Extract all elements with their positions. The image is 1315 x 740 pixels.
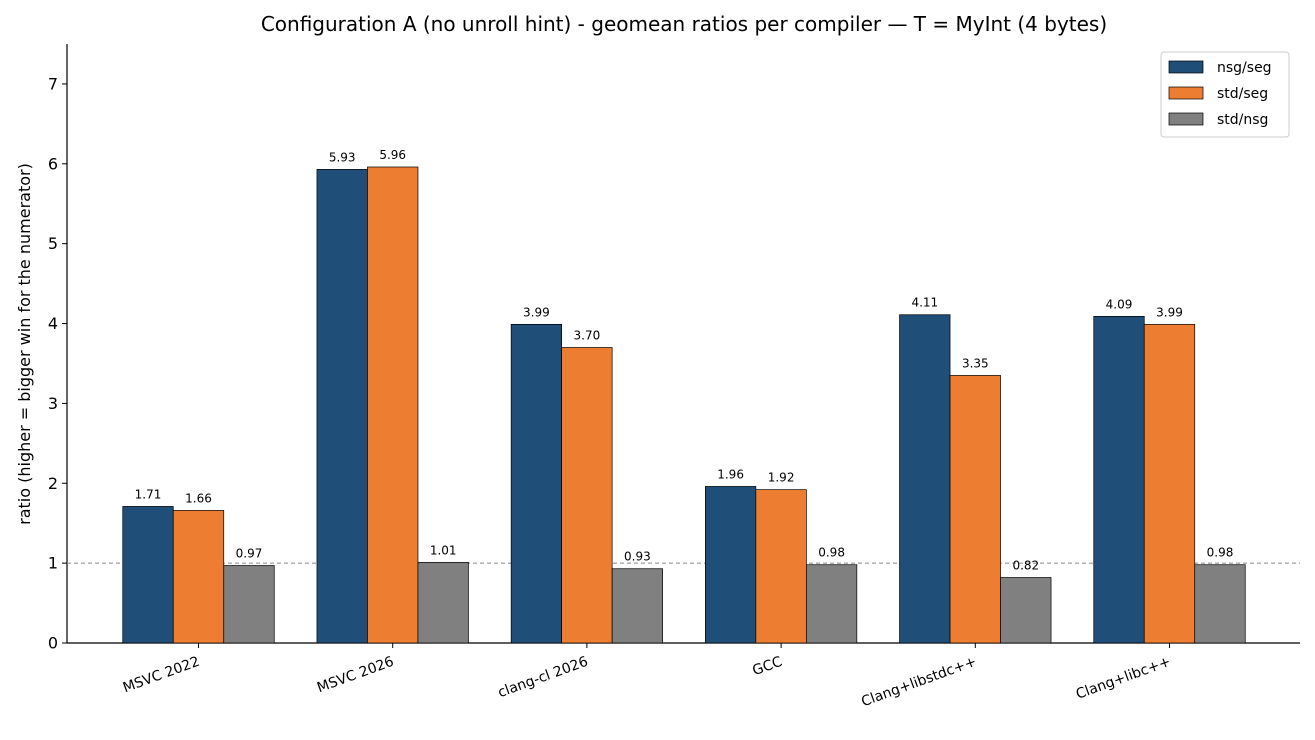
bar-value-label: 3.70 [574,328,601,342]
y-tick-label: 2 [48,474,58,493]
y-tick-label: 1 [48,554,58,573]
bar [510,323,562,644]
bar-value-label: 4.11 [911,296,938,310]
y-tick-label: 0 [48,634,58,653]
bar-value-label: 0.98 [1207,546,1234,560]
bar-value-label: 1.92 [768,471,795,485]
bar-value-label: 1.96 [717,467,744,481]
bar-value-label: 3.99 [523,305,550,319]
bar [1000,577,1052,644]
legend-swatch [1168,112,1204,126]
bar [611,568,664,644]
bar [316,169,368,644]
x-tick-label: Clang+libc++ [1074,654,1173,703]
bar [755,489,807,644]
chart-title: Configuration A (no unroll hint) - geome… [261,12,1107,36]
bar [805,564,858,644]
plot-area: 0 1 2 3 4 5 6 7 1.71 1.66 0.97 MSVC 2022 5.93 5.96 1.0… [48,44,1300,710]
y-tick-label: 3 [48,394,58,413]
bar-value-label: 0.93 [624,550,651,564]
y-tick-label: 7 [48,74,58,93]
bar-value-label: 0.82 [1012,559,1039,573]
bar [1093,315,1145,644]
legend: nsg/seg std/seg std/nsg [1160,51,1290,138]
y-axis-label: ratio (higher = bigger win for the numer… [15,163,34,525]
bar [367,166,419,644]
bar [949,375,1001,644]
bar [561,347,613,644]
bar-value-label: 5.93 [329,150,356,164]
y-tick-label: 6 [48,154,58,173]
x-tick-label: clang-cl 2026 [496,654,590,701]
bar-value-label: 3.99 [1156,305,1183,319]
bar [899,314,951,644]
x-tick-label: MSVC 2022 [121,654,202,697]
bar-value-label: 1.01 [430,543,457,557]
bar [1143,323,1196,644]
bar-value-label: 0.97 [236,547,263,561]
bar [223,565,275,644]
bar-value-label: 3.35 [962,356,989,370]
legend-swatch [1168,60,1204,74]
legend-label: std/seg [1217,86,1268,102]
bar [1194,564,1246,644]
bar-value-label: 4.09 [1106,297,1133,311]
bar-value-label: 1.66 [185,491,212,505]
bar-value-label: 5.96 [379,148,406,162]
bar-value-label: 1.71 [135,487,162,501]
x-tick-label: MSVC 2026 [315,654,396,697]
x-tick-label: GCC [750,654,784,680]
bar-value-label: 0.98 [818,546,845,560]
bar [417,561,469,644]
bar [122,506,174,644]
x-tick-label: Clang+libstdc++ [859,654,978,710]
y-tick-label: 4 [48,314,58,333]
legend-label: nsg/seg [1217,60,1272,76]
legend-swatch [1168,86,1204,100]
legend-label: std/nsg [1217,112,1268,128]
bar [704,486,757,644]
y-tick-label: 5 [48,234,58,253]
bar [172,510,225,644]
